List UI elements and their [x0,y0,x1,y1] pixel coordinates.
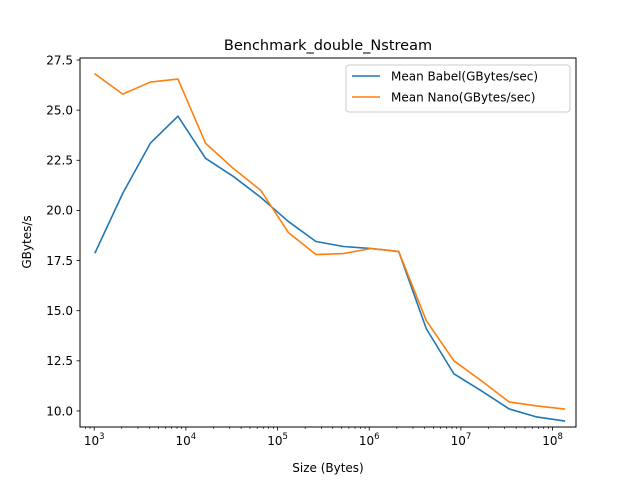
y-tick-label: 27.5 [46,53,73,67]
legend: Mean Babel(GBytes/sec) Mean Nano(GBytes/s… [345,64,571,113]
legend-label-1: Mean Babel(GBytes/sec) [391,69,538,83]
x-tick-label: 106 [359,432,380,448]
x-axis-label: Size (Bytes) [292,461,363,475]
y-tick-label: 15.0 [46,304,73,318]
x-axis: 103 104 105 106 107 108 [84,427,563,448]
y-tick-label: 10.0 [46,404,73,418]
x-tick-label: 104 [176,432,197,448]
series-line-1 [94,115,566,422]
legend-label-2: Mean Nano(GBytes/sec) [391,90,535,104]
y-tick-label: 22.5 [46,154,73,168]
x-tick-label: 103 [84,432,105,448]
y-tick-label: 12.5 [46,354,73,368]
x-tick-label: 108 [542,432,563,448]
y-axis: 10.0 12.5 15.0 17.5 20.0 22.5 25.0 27.5 [46,53,80,418]
y-tick-label: 25.0 [46,103,73,117]
legend-box [345,64,571,113]
x-tick-label: 107 [451,432,472,448]
plot-frame [79,57,577,428]
chart-title: Benchmark_double_Nstream [224,38,432,54]
y-tick-label: 20.0 [46,204,73,218]
plot-series [94,72,566,422]
y-tick-label: 17.5 [46,254,73,268]
x-tick-label: 105 [267,432,288,448]
y-axis-label: GBytes/s [20,215,34,268]
series-line-2 [94,72,566,410]
